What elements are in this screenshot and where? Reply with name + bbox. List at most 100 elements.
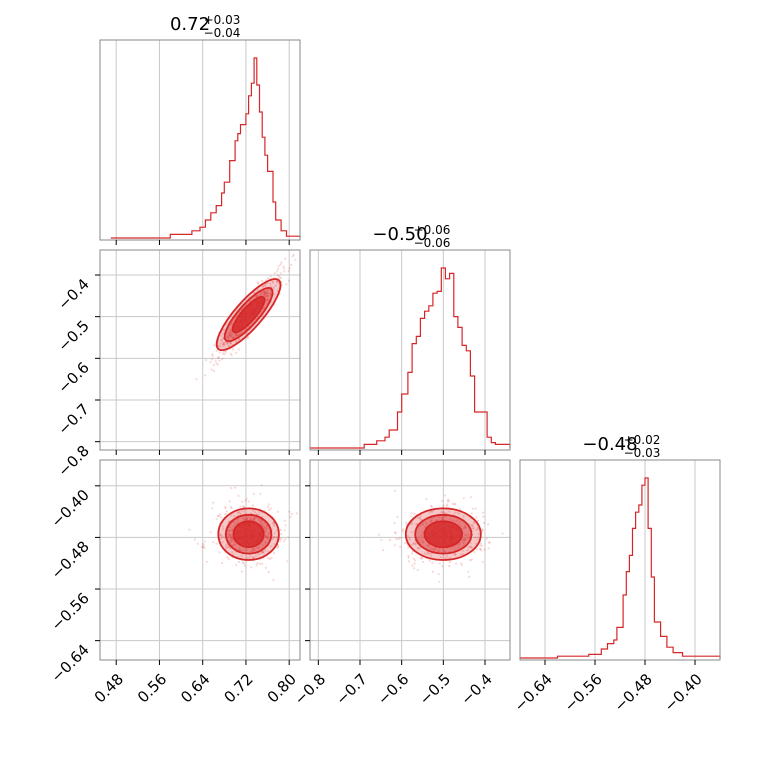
sample-point — [267, 299, 270, 302]
sample-point — [476, 526, 479, 530]
sample-point — [394, 489, 397, 492]
sample-point — [420, 534, 423, 537]
sample-point — [204, 540, 207, 543]
sample-point — [203, 546, 206, 550]
sample-point — [204, 374, 207, 377]
sample-point — [264, 526, 267, 530]
sample-point — [230, 538, 233, 541]
sample-point — [215, 517, 218, 520]
sample-point — [217, 515, 220, 518]
sample-point — [257, 281, 260, 284]
sample-point — [279, 276, 283, 280]
sample-point — [404, 542, 407, 545]
sample-point — [267, 550, 270, 553]
sample-point — [262, 550, 265, 553]
sample-point — [267, 557, 270, 560]
sample-point — [454, 511, 457, 514]
sample-point — [481, 511, 484, 514]
sample-point — [280, 532, 283, 536]
sample-point — [230, 534, 233, 538]
sample-point — [440, 511, 443, 514]
sample-point — [247, 500, 250, 503]
sample-point — [448, 510, 451, 513]
scatter-frame — [99, 249, 301, 451]
sample-point — [222, 342, 225, 345]
sample-point — [429, 520, 432, 523]
sample-point — [245, 548, 248, 551]
sample-point — [264, 566, 267, 570]
sample-point — [477, 519, 480, 522]
sample-point — [241, 561, 244, 564]
sample-point — [282, 265, 285, 268]
sample-point — [402, 530, 405, 533]
sample-point — [266, 536, 269, 539]
sample-point — [262, 293, 265, 296]
sample-point — [276, 268, 280, 271]
sample-point — [229, 529, 232, 532]
sample-point — [463, 524, 466, 527]
sample-point — [395, 537, 398, 541]
sample-point — [265, 292, 268, 295]
sample-point — [256, 561, 259, 565]
sample-point — [272, 293, 276, 296]
sample-point — [264, 534, 267, 538]
sample-point — [467, 546, 471, 549]
sample-point — [479, 544, 482, 547]
x-tick-label: −0.6 — [374, 670, 412, 708]
sample-point — [249, 554, 252, 557]
sample-point — [474, 507, 477, 510]
sample-point — [437, 516, 441, 519]
sample-point — [457, 523, 460, 526]
sample-point — [272, 578, 275, 582]
sample-point — [480, 544, 483, 547]
sample-point — [271, 281, 274, 284]
sample-point — [229, 331, 233, 334]
sample-point — [253, 517, 256, 521]
sample-point — [228, 529, 231, 533]
sample-point — [218, 532, 222, 535]
sample-point — [443, 551, 446, 554]
sample-point — [453, 503, 456, 506]
x-tick-label: −0.56 — [561, 670, 606, 715]
sample-point — [276, 274, 279, 277]
panel-title: 0.72 — [170, 14, 210, 35]
sample-point — [279, 272, 282, 275]
sample-point — [262, 526, 265, 529]
sample-point — [250, 549, 253, 553]
sample-point — [447, 498, 450, 501]
sample-point — [233, 543, 237, 546]
x-tick-label: 0.72 — [220, 670, 256, 706]
sample-point — [264, 529, 267, 532]
sample-point — [270, 556, 273, 560]
sample-point — [253, 516, 256, 519]
sample-point — [295, 512, 298, 515]
sample-point — [380, 538, 383, 541]
x-tick-label: −0.48 — [611, 670, 656, 715]
sample-point — [453, 502, 456, 505]
sample-point — [230, 354, 233, 357]
sample-point — [239, 505, 242, 508]
sample-point — [273, 536, 276, 539]
sample-point — [266, 292, 269, 295]
sample-point — [268, 557, 272, 561]
sample-point — [252, 518, 255, 521]
sample-point — [432, 547, 435, 550]
sample-point — [272, 287, 275, 290]
sample-point — [212, 541, 215, 544]
sample-point — [438, 550, 441, 553]
sample-point — [411, 564, 414, 567]
sample-point — [470, 512, 473, 515]
sample-point — [415, 542, 418, 545]
sample-point — [228, 345, 231, 348]
sample-point — [265, 527, 268, 530]
sample-point — [279, 529, 283, 532]
sample-point — [243, 328, 246, 331]
sample-point — [279, 263, 282, 266]
sample-point — [413, 562, 416, 565]
sample-point — [216, 363, 219, 366]
sample-point — [419, 514, 422, 517]
sample-point — [262, 552, 265, 555]
sample-point — [243, 564, 246, 567]
sample-point — [217, 514, 220, 518]
sample-point — [441, 516, 444, 519]
